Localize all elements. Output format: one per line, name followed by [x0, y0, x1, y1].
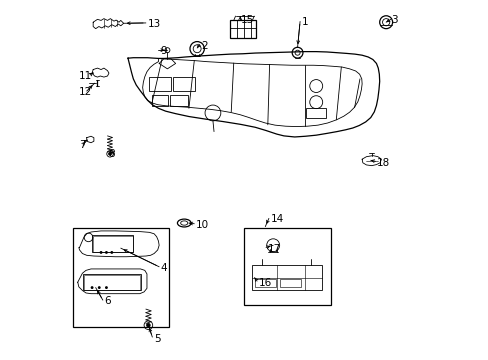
Bar [173, 77, 195, 91]
Text: 15: 15 [241, 15, 254, 26]
Text: 9: 9 [160, 46, 166, 56]
Circle shape [146, 323, 150, 327]
Bar [93, 236, 132, 252]
Circle shape [90, 286, 93, 289]
Text: 1: 1 [301, 17, 308, 27]
Text: 3: 3 [391, 15, 397, 26]
Text: 11: 11 [79, 71, 92, 81]
Bar [170, 95, 188, 107]
Text: 12: 12 [79, 87, 92, 97]
Bar [149, 77, 171, 91]
Bar [251, 265, 321, 290]
Bar [83, 274, 140, 291]
Circle shape [110, 251, 113, 254]
Text: 17: 17 [267, 244, 281, 254]
Bar [230, 21, 255, 39]
Ellipse shape [180, 221, 187, 225]
Bar [152, 95, 168, 107]
Text: 16: 16 [258, 278, 271, 288]
Bar [92, 235, 133, 252]
Bar [279, 279, 301, 287]
Text: 7: 7 [79, 140, 85, 150]
Bar [73, 228, 169, 327]
Text: 6: 6 [104, 296, 110, 306]
Text: 4: 4 [160, 263, 166, 273]
Circle shape [108, 152, 111, 155]
Bar [254, 279, 276, 287]
Circle shape [100, 251, 102, 254]
Text: 18: 18 [376, 158, 389, 168]
Bar [83, 275, 140, 290]
Text: 8: 8 [108, 149, 115, 159]
Text: 2: 2 [201, 41, 208, 50]
Bar [244, 228, 330, 305]
Text: 10: 10 [196, 220, 209, 230]
Circle shape [105, 251, 108, 254]
Circle shape [105, 286, 108, 289]
Text: 5: 5 [154, 333, 161, 343]
Text: 13: 13 [147, 19, 161, 29]
Bar [305, 108, 325, 118]
Circle shape [98, 286, 101, 289]
Text: 14: 14 [270, 215, 283, 224]
